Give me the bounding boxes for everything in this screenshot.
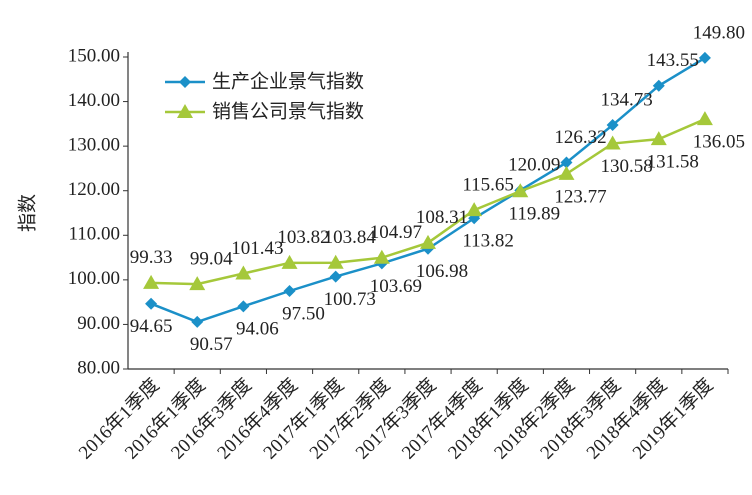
- point: [327, 254, 344, 269]
- data-label: 99.04: [190, 248, 233, 269]
- data-label: 108.31: [416, 207, 468, 228]
- y-tick-label: 80.00: [77, 357, 120, 378]
- y-tick-label: 100.00: [68, 268, 120, 289]
- point: [698, 51, 711, 64]
- point: [143, 274, 160, 289]
- y-tick-label: 120.00: [68, 179, 120, 200]
- point: [558, 165, 575, 180]
- data-label: 104.97: [370, 222, 422, 243]
- data-label: 103.84: [324, 227, 377, 248]
- data-label: 134.73: [600, 89, 652, 110]
- data-label: 113.82: [462, 231, 514, 252]
- data-label: 90.57: [190, 334, 233, 355]
- y-tick-label: 90.00: [77, 313, 120, 334]
- point: [283, 285, 296, 297]
- point: [179, 76, 191, 88]
- data-label: 119.89: [509, 204, 561, 225]
- data-label: 103.82: [277, 227, 329, 248]
- point: [329, 270, 342, 283]
- y-axis-label: 指数: [17, 194, 39, 232]
- data-label: 126.32: [554, 127, 606, 148]
- y-tick-label: 140.00: [68, 90, 120, 111]
- point: [145, 297, 158, 310]
- point: [281, 254, 298, 269]
- y-tick-label: 110.00: [68, 224, 120, 245]
- data-label: 94.06: [236, 319, 279, 340]
- y-tick-label: 130.00: [68, 135, 120, 156]
- point: [512, 183, 529, 198]
- point: [373, 249, 390, 264]
- data-label: 99.33: [130, 247, 173, 268]
- point: [235, 265, 252, 280]
- data-label: 131.58: [647, 151, 699, 172]
- data-label: 101.43: [231, 238, 283, 259]
- point: [696, 111, 713, 126]
- legend-label: 销售公司景气指数: [212, 101, 364, 123]
- data-label: 106.98: [416, 261, 468, 282]
- point: [652, 79, 665, 92]
- data-label: 94.65: [130, 316, 173, 337]
- point: [466, 202, 483, 217]
- data-label: 136.05: [693, 132, 745, 153]
- point: [189, 276, 206, 291]
- data-label: 97.50: [282, 303, 325, 324]
- y-tick-label: 150.00: [68, 45, 120, 66]
- point: [177, 104, 193, 118]
- data-label: 120.09: [508, 155, 560, 176]
- point: [606, 119, 619, 132]
- point: [237, 300, 250, 313]
- point: [604, 135, 621, 150]
- data-label: 115.65: [462, 174, 514, 195]
- point: [420, 234, 436, 249]
- data-label: 103.69: [370, 276, 422, 297]
- data-label: 100.73: [324, 289, 376, 310]
- series-line: [151, 118, 706, 286]
- point: [191, 315, 204, 328]
- point: [650, 131, 667, 146]
- data-label: 143.55: [647, 50, 699, 71]
- data-label: 123.77: [554, 186, 606, 207]
- point: [560, 156, 573, 169]
- data-label: 149.80: [693, 22, 745, 43]
- legend-label: 生产企业景气指数: [212, 71, 364, 93]
- data-label: 130.58: [600, 156, 652, 177]
